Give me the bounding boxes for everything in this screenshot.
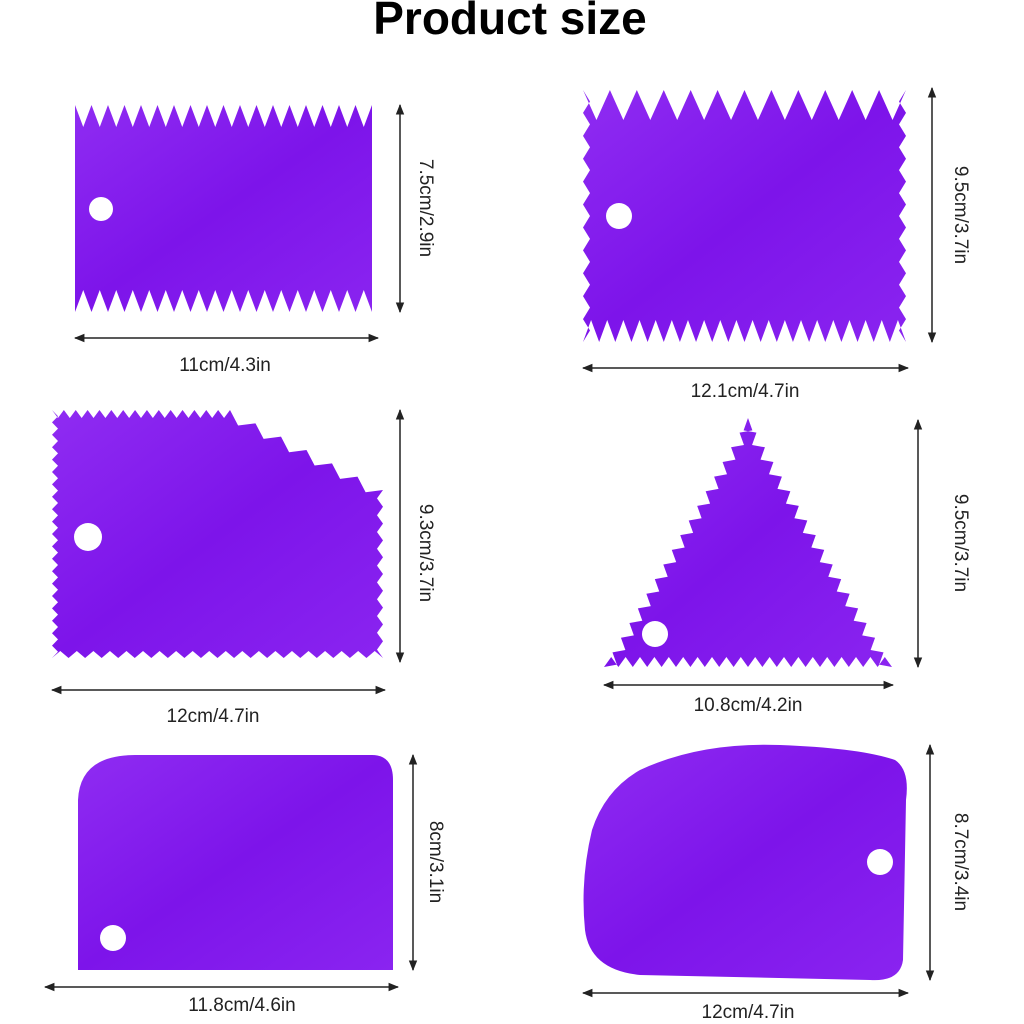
scraper-2: [583, 90, 906, 342]
title: Product size: [373, 0, 647, 44]
hole: [867, 849, 893, 875]
height-label: 8.7cm/3.4in: [950, 813, 971, 911]
width-label: 12cm/4.7in: [702, 1002, 795, 1023]
width-label: 10.8cm/4.2in: [694, 695, 803, 716]
width-label: 11.8cm/4.6in: [188, 995, 295, 1016]
scraper-6: [583, 744, 907, 981]
height-label: 9.5cm/3.7in: [950, 494, 971, 592]
hole: [74, 523, 102, 551]
hole: [642, 621, 668, 647]
scraper-3: [52, 410, 383, 658]
height-label: 9.3cm/3.7in: [415, 504, 436, 602]
width-label: 12cm/4.7in: [167, 706, 260, 727]
height-label: 7.5cm/2.9in: [415, 159, 436, 257]
width-label: 12.1cm/4.7in: [691, 381, 800, 402]
hole: [606, 203, 632, 229]
height-label: 9.5cm/3.7in: [950, 166, 971, 264]
width-label: 11cm/4.3in: [179, 355, 271, 376]
height-label: 8cm/3.1in: [425, 821, 446, 903]
scraper-4: [604, 418, 892, 667]
hole: [100, 925, 126, 951]
scraper-5: [78, 755, 393, 970]
scraper-1: [75, 105, 372, 312]
hole: [89, 197, 113, 221]
